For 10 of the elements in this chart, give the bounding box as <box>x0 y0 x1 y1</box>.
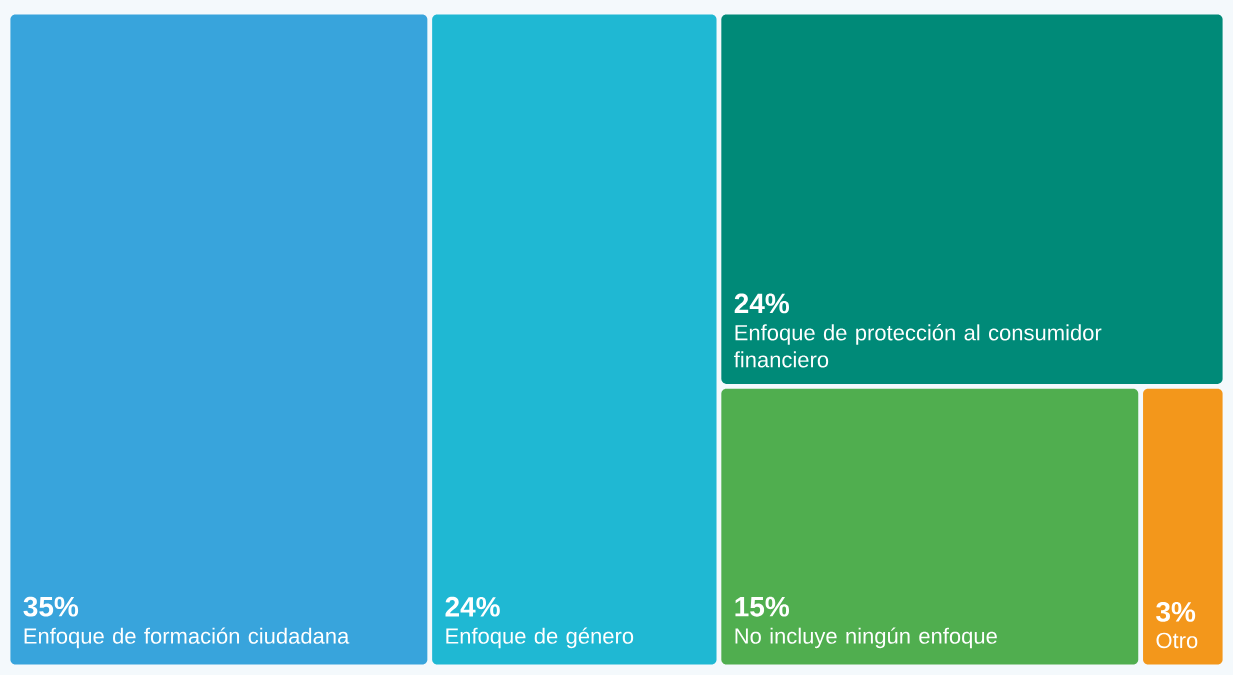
data-label: 24% <box>445 596 500 617</box>
category-label: Otro <box>1156 632 1198 649</box>
data-label: 35% <box>23 596 79 617</box>
category-label: Enfoque de protección al consumidor financiero <box>734 324 1102 368</box>
data-label: 24% <box>734 293 790 314</box>
data-label: 3% <box>1156 601 1196 622</box>
category-label: Enfoque de formación ciudadana <box>24 627 350 649</box>
category-label: No incluye ningún enfoque <box>735 627 997 649</box>
category-label: Enfoque de género <box>446 627 634 649</box>
data-label: 15% <box>735 596 790 617</box>
